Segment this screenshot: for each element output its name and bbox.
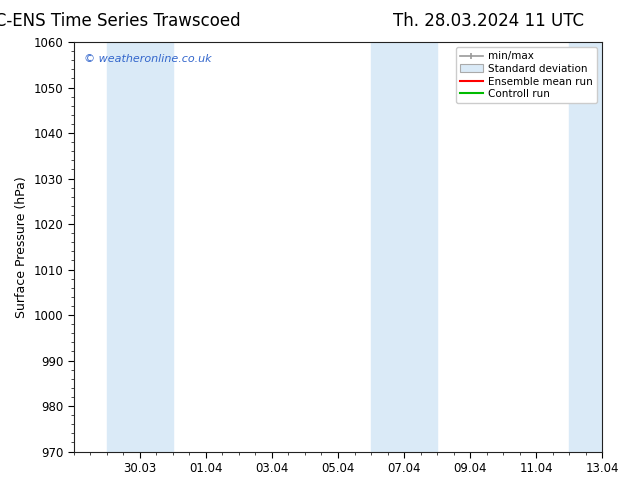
Bar bbox=[107, 42, 173, 452]
Text: © weatheronline.co.uk: © weatheronline.co.uk bbox=[84, 54, 212, 64]
Legend: min/max, Standard deviation, Ensemble mean run, Controll run: min/max, Standard deviation, Ensemble me… bbox=[456, 47, 597, 103]
Y-axis label: Surface Pressure (hPa): Surface Pressure (hPa) bbox=[15, 176, 28, 318]
Bar bbox=[569, 42, 634, 452]
Text: CMC-ENS Time Series Trawscoed: CMC-ENS Time Series Trawscoed bbox=[0, 12, 241, 30]
Bar bbox=[371, 42, 437, 452]
Text: Th. 28.03.2024 11 UTC: Th. 28.03.2024 11 UTC bbox=[393, 12, 584, 30]
